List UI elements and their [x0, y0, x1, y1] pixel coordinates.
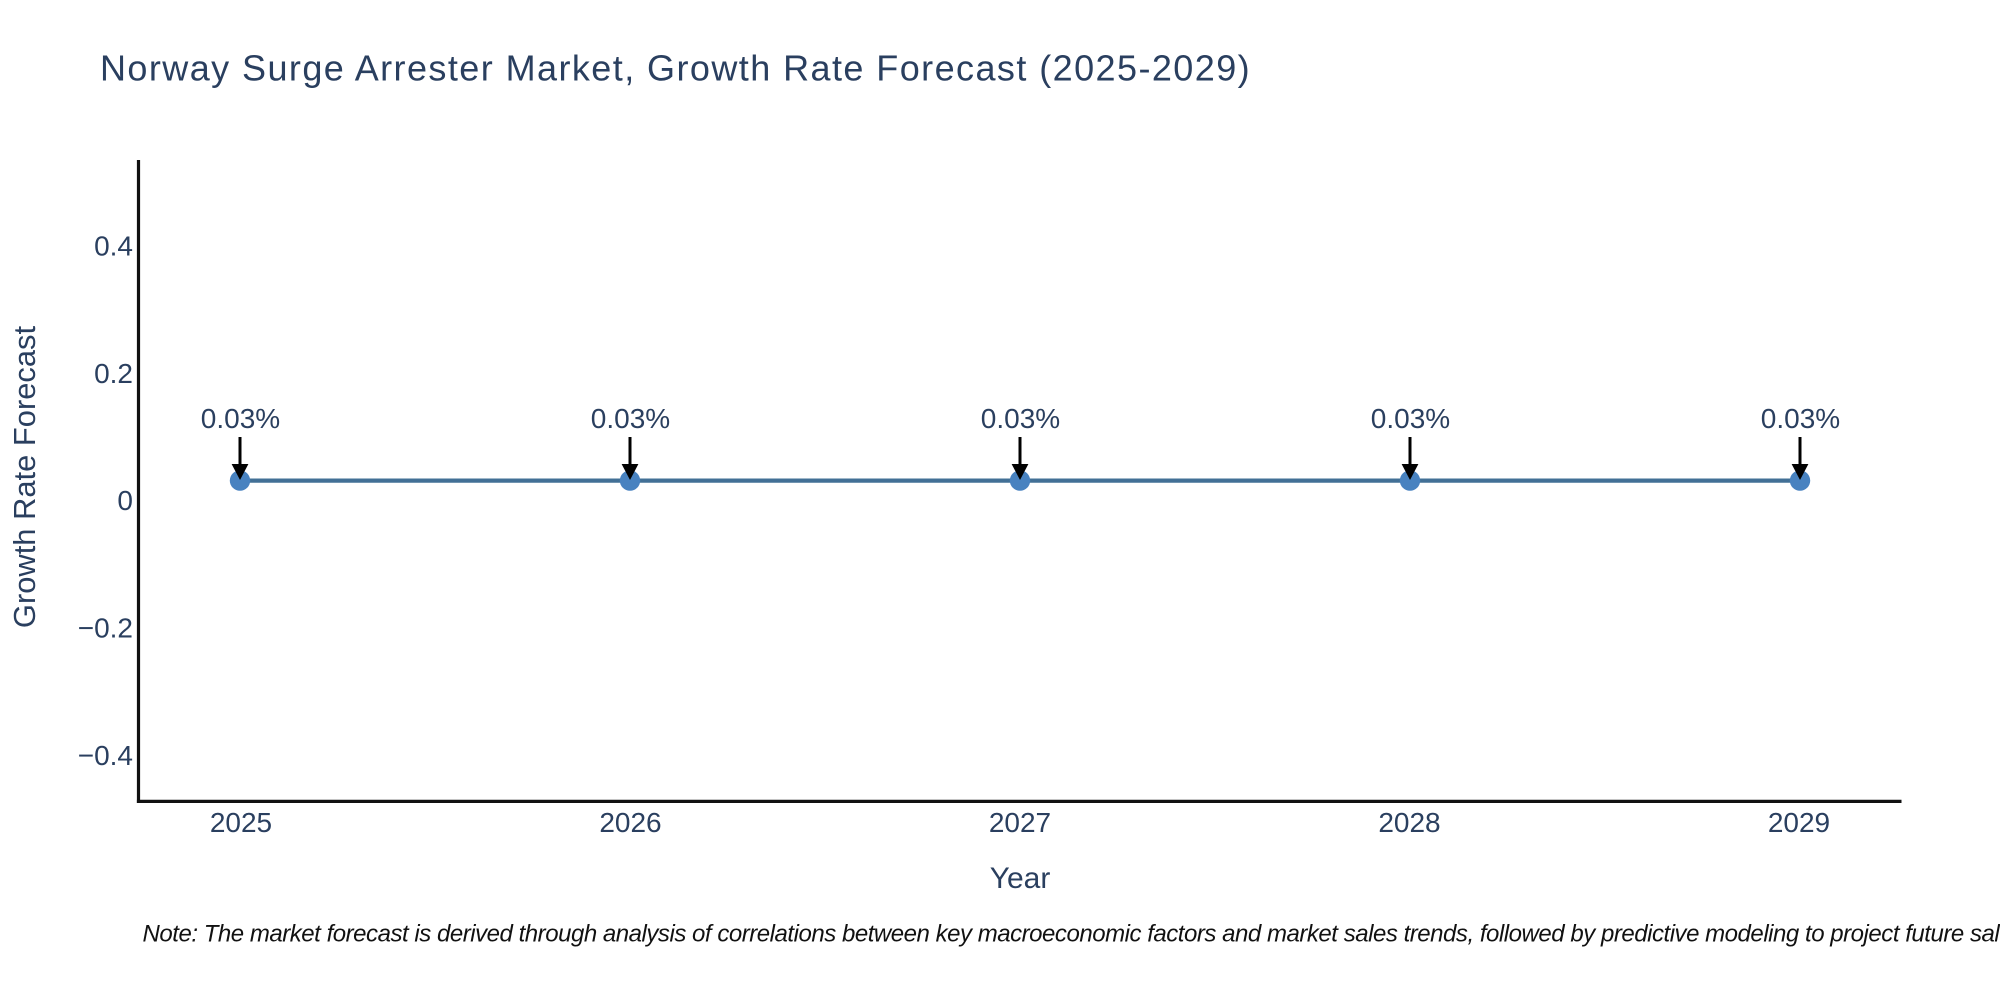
svg-text:2029: 2029: [1768, 807, 1830, 838]
svg-text:Note: The market forecast is d: Note: The market forecast is derived thr…: [143, 921, 2000, 948]
svg-text:Year: Year: [990, 862, 1051, 895]
svg-text:−0.2: −0.2: [78, 613, 133, 644]
svg-text:0.03%: 0.03%: [1761, 403, 1840, 434]
svg-text:0.2: 0.2: [94, 358, 133, 389]
svg-text:0.03%: 0.03%: [591, 403, 670, 434]
svg-text:0.03%: 0.03%: [1371, 403, 1450, 434]
svg-text:Norway Surge Arrester Market,: Norway Surge Arrester Market, Growth Rat…: [100, 48, 1251, 89]
svg-text:0: 0: [117, 485, 133, 516]
svg-text:Growth Rate Forecast: Growth Rate Forecast: [7, 326, 42, 629]
svg-text:0.4: 0.4: [94, 230, 133, 261]
svg-text:−0.4: −0.4: [78, 740, 133, 771]
svg-text:0.03%: 0.03%: [201, 403, 280, 434]
svg-text:2026: 2026: [599, 807, 661, 838]
svg-text:2027: 2027: [989, 807, 1051, 838]
svg-text:0.03%: 0.03%: [981, 403, 1060, 434]
svg-text:2025: 2025: [210, 807, 272, 838]
svg-text:2028: 2028: [1378, 807, 1440, 838]
